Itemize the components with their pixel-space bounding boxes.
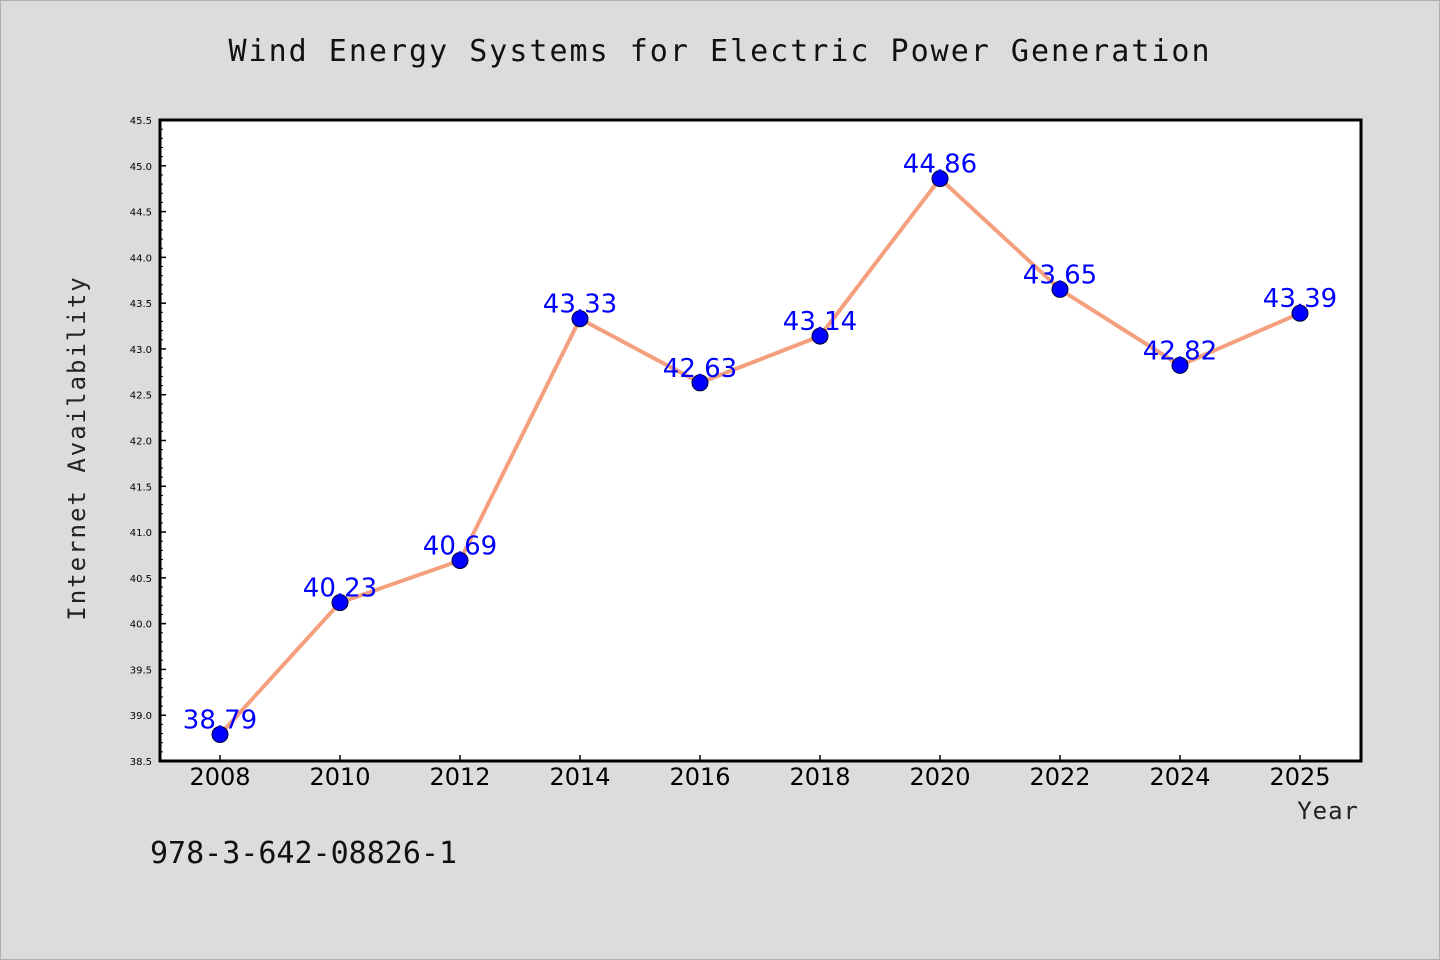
x-tick-label: 2024 [1149,763,1210,791]
y-tick-label: 45.0 [130,162,152,173]
x-tick-label: 2016 [669,763,730,791]
data-label: 42.63 [663,354,737,384]
y-tick-label: 42.5 [130,391,152,402]
y-tick-label: 39.5 [130,665,152,676]
data-point [1051,280,1069,298]
data-point [571,310,589,328]
y-tick-label: 40.0 [130,620,152,631]
y-tick-label: 41.0 [130,528,152,539]
chart-title: Wind Energy Systems for Electric Power G… [228,34,1212,69]
data-label: 43.39 [1263,284,1337,314]
data-point [1171,356,1189,374]
series-line [218,176,1301,736]
data-label: 38.79 [183,705,257,735]
y-tick-label: 41.5 [130,482,152,493]
data-label: 40.23 [303,574,377,604]
x-tick-label: 2014 [549,763,610,791]
x-tick-label: 2020 [909,763,970,791]
x-tick-label: 2022 [1029,763,1090,791]
y-tick-label: 43.0 [130,345,152,356]
y-tick-label: 45.5 [130,116,152,127]
data-label: 40.69 [423,531,497,561]
data-point [1291,304,1309,322]
data-point [691,374,709,392]
y-tick-label: 43.5 [130,299,152,310]
x-axis-label: Year [1297,797,1359,825]
x-tick-label: 2018 [789,763,850,791]
y-tick-label: 44.0 [130,253,152,264]
data-point [931,170,949,188]
x-tick-label: 2025 [1269,763,1330,791]
data-label: 42.82 [1143,336,1217,366]
data-point [211,725,229,743]
plot-area [158,118,1363,763]
data-point [451,551,469,569]
data-point [811,327,829,345]
y-tick-label: 44.5 [130,208,152,219]
y-tick-label: 39.0 [130,711,152,722]
data-label: 44.86 [903,150,977,180]
y-tick-label: 38.5 [130,757,152,768]
x-tick-label: 2010 [309,763,370,791]
y-tick-label: 42.0 [130,437,152,448]
y-tick-label: 40.5 [130,574,152,585]
data-label: 43.14 [783,307,857,337]
x-tick-label: 2008 [189,763,250,791]
data-label: 43.33 [543,290,617,320]
data-label: 43.65 [1023,260,1097,290]
x-tick-label: 2012 [429,763,490,791]
data-point [331,594,349,612]
isbn-text: 978-3-642-08826-1 [150,836,458,871]
